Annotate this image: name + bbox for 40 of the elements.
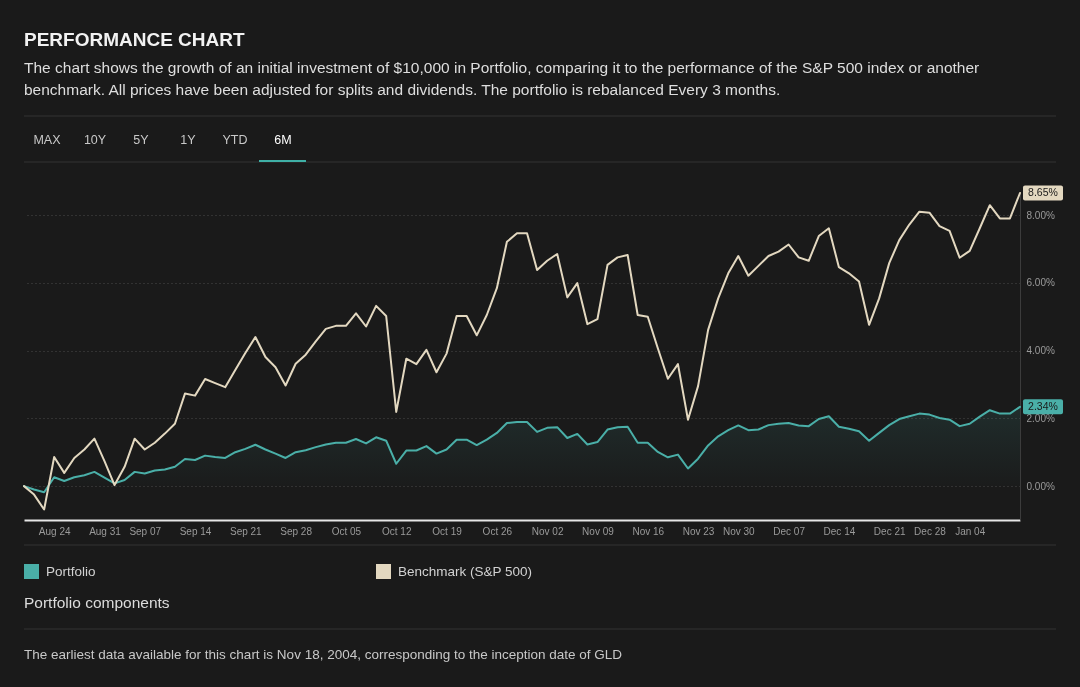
y-tick-label: 8.00% <box>1026 209 1055 221</box>
text: 1Y <box>180 133 197 147</box>
x-tick-label: Nov 30 <box>722 525 756 537</box>
x-tick-label: Sep 07 <box>129 525 162 537</box>
x-tick-label: Oct 19 <box>432 525 463 537</box>
data-label: 8.65% <box>1028 186 1058 198</box>
text: YTD <box>222 133 248 147</box>
text: 5Y <box>133 133 150 147</box>
legend-label: Portfolio <box>46 563 96 579</box>
x-tick-label: Oct 12 <box>382 525 412 537</box>
text: 6M <box>274 133 292 147</box>
chart-subtitle: The chart shows the growth of an initial investment of $10,000 in Portfolio, comparing it to the performance of the S&P 500 index or another benchmark. All prices have been adjusted for splits and dividends. The portfolio is rebalanced Every 3 months. <box>24 59 980 98</box>
legend-label: Benchmark (S&P 500) <box>398 563 533 579</box>
x-tick-label: Dec 07 <box>773 525 806 537</box>
x-tick-label: Dec 21 <box>873 525 906 537</box>
text: 10Y <box>83 133 107 147</box>
chart-title: PERFORMANCE CHART <box>24 29 245 50</box>
x-tick-label: Nov 23 <box>682 525 715 537</box>
x-tick-label: Aug 24 <box>38 525 71 537</box>
y-tick-label: 0.00% <box>1026 480 1055 492</box>
x-tick-label: Nov 02 <box>531 525 564 537</box>
text: Portfolio components <box>24 594 170 611</box>
x-tick-label: Dec 28 <box>914 525 947 537</box>
x-tick-label: Sep 14 <box>179 525 212 537</box>
x-tick-label: Sep 28 <box>280 525 313 537</box>
data-label: 2.34% <box>1028 399 1058 412</box>
x-tick-label: Jan 04 <box>955 525 986 537</box>
x-tick-label: Nov 09 <box>582 525 615 537</box>
x-tick-label: Oct 05 <box>331 525 362 537</box>
y-tick-label: 2.00% <box>1026 412 1055 424</box>
x-tick-label: Aug 31 <box>89 525 122 537</box>
x-tick-label: Nov 16 <box>632 525 665 537</box>
x-tick-label: Sep 21 <box>229 525 263 537</box>
line-series <box>23 192 1021 511</box>
text: The earliest data available for this chart is Nov 18, 2004, corresponding to the inception date of GLD <box>24 647 623 662</box>
y-tick-label: 4.00% <box>1026 345 1055 357</box>
x-tick-label: Dec 14 <box>823 525 856 537</box>
x-tick-label: Oct 26 <box>482 525 513 537</box>
y-tick-label: 6.00% <box>1026 277 1055 289</box>
text: MAX <box>33 133 62 147</box>
